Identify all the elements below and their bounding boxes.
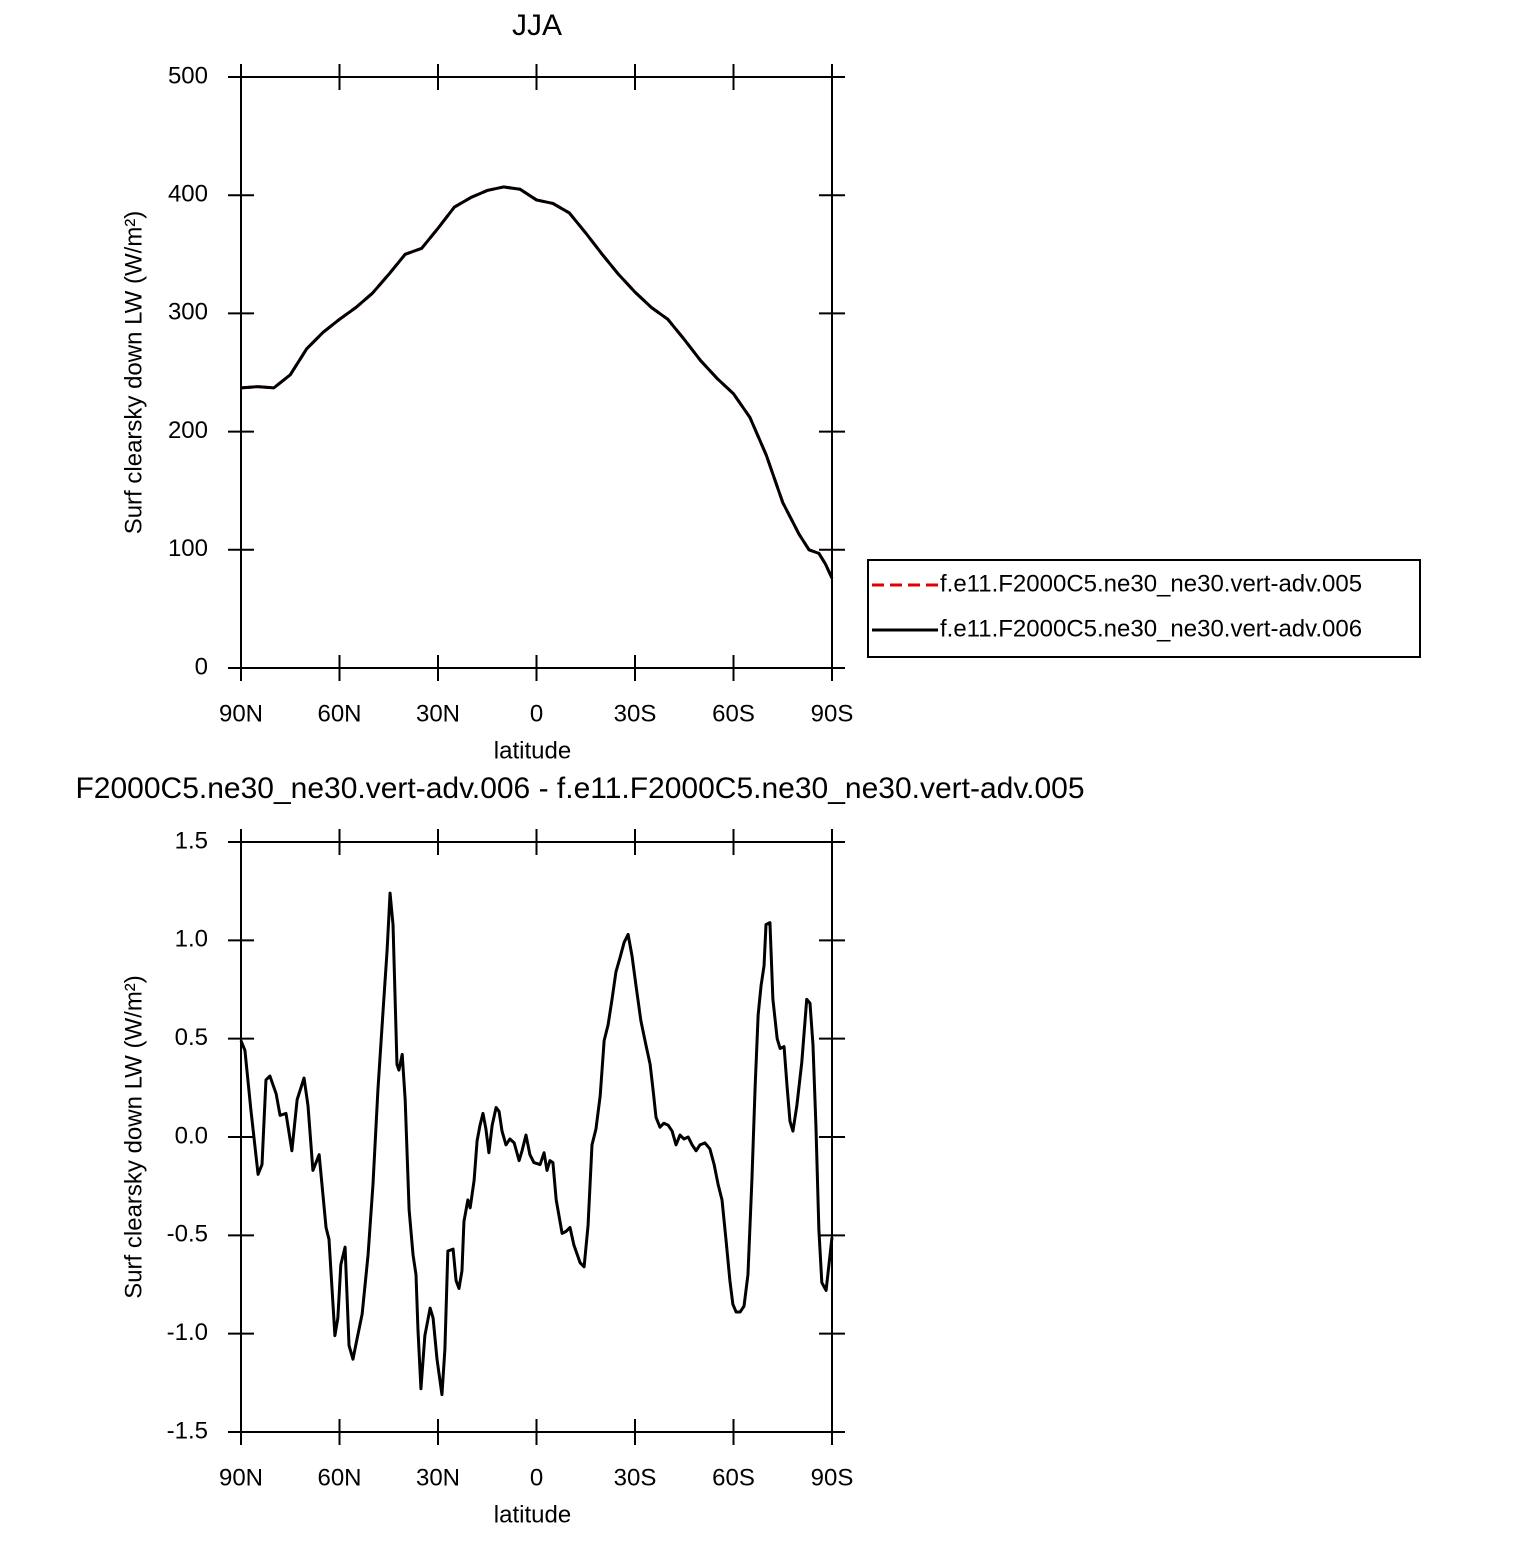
x-tick-label: 30S	[614, 1464, 657, 1491]
x-tick-label: 60N	[317, 1464, 361, 1491]
y-tick-label: 0.5	[175, 1024, 208, 1051]
data-line	[240, 185, 834, 579]
y-tick-label: 0.0	[175, 1122, 208, 1149]
legend-label: f.e11.F2000C5.ne30_ne30.vert-adv.005	[940, 570, 1362, 597]
x-axis-label: latitude	[494, 1501, 571, 1528]
y-tick-label: 300	[168, 299, 208, 326]
plot-frame	[240, 76, 833, 669]
data-line	[239, 891, 834, 1397]
y-tick-label: -1.5	[167, 1417, 208, 1444]
x-tick-label: 60S	[712, 1464, 755, 1491]
y-tick-label: 1.0	[175, 926, 208, 953]
chart-title: F2000C5.ne30_ne30.vert-adv.006 - f.e11.F…	[75, 772, 1084, 805]
y-tick-label: 100	[168, 535, 208, 562]
y-tick-label: -1.0	[167, 1319, 208, 1346]
x-tick-label: 90S	[811, 1464, 854, 1491]
x-axis-label: latitude	[494, 737, 571, 764]
x-tick-label: 90N	[219, 1464, 263, 1491]
x-tick-label: 0	[530, 1464, 543, 1491]
x-tick-label: 30N	[416, 700, 460, 727]
y-axis-label: Surf clearsky down LW (W/m²)	[120, 211, 147, 535]
y-tick-label: 200	[168, 417, 208, 444]
y-tick-label: 500	[168, 62, 208, 89]
x-tick-label: 0	[530, 700, 543, 727]
x-tick-label: 60N	[317, 700, 361, 727]
y-axis-label: Surf clearsky down LW (W/m²)	[120, 975, 147, 1299]
x-tick-label: 30N	[416, 1464, 460, 1491]
y-tick-label: 0	[195, 653, 208, 680]
x-tick-label: 60S	[712, 700, 755, 727]
data-line	[240, 185, 834, 579]
y-tick-label: 1.5	[175, 827, 208, 854]
y-tick-label: -0.5	[167, 1221, 208, 1248]
legend-box	[867, 559, 1421, 658]
x-tick-label: 90S	[811, 700, 854, 727]
x-tick-label: 30S	[614, 700, 657, 727]
y-tick-label: 400	[168, 181, 208, 208]
chart-title: JJA	[512, 9, 562, 42]
plot-frame	[240, 841, 833, 1433]
legend-label: f.e11.F2000C5.ne30_ne30.vert-adv.006	[940, 615, 1362, 642]
x-tick-label: 90N	[219, 700, 263, 727]
